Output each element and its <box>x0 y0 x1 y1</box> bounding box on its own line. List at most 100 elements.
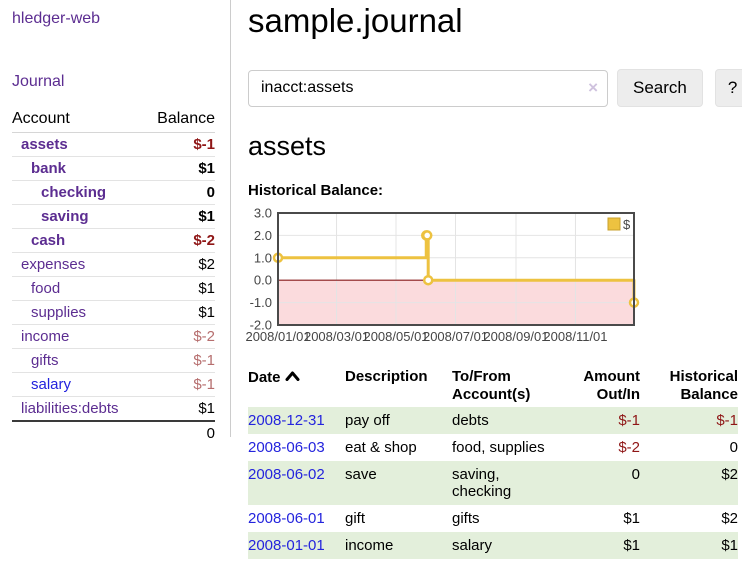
help-button[interactable]: ? <box>714 69 742 107</box>
search-input[interactable] <box>248 69 608 107</box>
register-header-row: Date Description To/From Account(s) Amou… <box>248 365 738 407</box>
register-accounts: food, supplies <box>452 439 545 456</box>
register-header-amount: Amount Out/In <box>583 368 640 403</box>
account-balance: $-2 <box>143 324 215 349</box>
register-description: save <box>345 466 377 483</box>
account-balance: $2 <box>143 252 215 277</box>
sidebar-item-journal[interactable]: Journal <box>12 73 65 90</box>
register-balance: 0 <box>729 439 738 456</box>
svg-text:2008/09/01: 2008/09/01 <box>483 329 548 344</box>
account-link[interactable]: food <box>31 280 61 297</box>
register-accounts: saving, checking <box>452 466 512 500</box>
account-link[interactable]: cash <box>31 232 66 249</box>
account-link[interactable]: income <box>21 328 70 345</box>
register-date-link[interactable]: 2008-12-31 <box>248 412 325 429</box>
page-title: sample.journal <box>248 2 463 39</box>
account-balance: $1 <box>143 204 215 229</box>
account-balance: $1 <box>143 396 215 422</box>
search-button[interactable]: Search <box>617 69 703 107</box>
main-content: sample.journal × Search ? assets Histori… <box>231 0 742 559</box>
sidebar-account-row: liabilities:debts $1 <box>12 396 215 422</box>
register-row: 2008-06-02 save saving, checking 0 $2 <box>248 461 738 505</box>
svg-text:2.0: 2.0 <box>254 228 272 243</box>
register-description: income <box>345 537 394 554</box>
register-balance: $2 <box>721 510 738 527</box>
sort-ascending-icon <box>285 368 300 386</box>
register-balance: $1 <box>721 537 738 554</box>
accounts-header-account: Account <box>12 106 144 133</box>
search-form: × Search ? <box>248 69 742 107</box>
account-balance: $1 <box>143 276 215 301</box>
account-link[interactable]: checking <box>41 184 107 201</box>
sidebar: hledger-web Journal Account Balance asse… <box>0 0 231 445</box>
register-row: 2008-01-01 income salary $1 $1 <box>248 532 738 559</box>
register-date-link[interactable]: 2008-06-02 <box>248 466 325 483</box>
account-link[interactable]: gifts <box>31 352 59 369</box>
historical-balance-chart: 3.0 2.0 1.0 0.0 -1.0 -2.0 2008/01/01 2008/03/01… <box>245 206 742 349</box>
svg-text:2008/07/01: 2008/07/01 <box>423 329 488 344</box>
chart-heading: Historical Balance: <box>248 182 384 199</box>
svg-text:2008/03/01: 2008/03/01 <box>304 329 369 344</box>
account-balance: $-1 <box>143 348 215 373</box>
register-accounts: gifts <box>452 510 480 527</box>
sidebar-account-row: expenses $2 <box>12 252 215 277</box>
register-description: pay off <box>345 412 390 429</box>
register-description: eat & shop <box>345 439 417 456</box>
svg-text:2008/11/01: 2008/11/01 <box>543 329 607 344</box>
sidebar-account-row: income $-2 <box>12 324 215 349</box>
register-header-description: Description <box>345 368 428 385</box>
account-link[interactable]: expenses <box>21 256 86 273</box>
register-row: 2008-06-01 gift gifts $1 $2 <box>248 505 738 532</box>
sidebar-account-row: cash $-2 <box>12 228 215 253</box>
accounts-header-row: Account Balance <box>12 106 215 133</box>
register-header-accounts: To/From Account(s) <box>452 368 531 403</box>
register-balance: $-1 <box>716 412 738 429</box>
register-balance: $2 <box>721 466 738 483</box>
register-amount: $-1 <box>618 412 640 429</box>
sidebar-nav: Journal <box>12 73 218 91</box>
register-accounts: debts <box>452 412 489 429</box>
app-layout: hledger-web Journal Account Balance asse… <box>0 0 742 559</box>
sidebar-account-row: gifts $-1 <box>12 348 215 373</box>
sort-by-date-control[interactable]: Date <box>248 369 300 386</box>
svg-text:3.0: 3.0 <box>254 206 272 221</box>
register-amount: $1 <box>623 510 640 527</box>
register-date-link[interactable]: 2008-01-01 <box>248 537 325 554</box>
register-description: gift <box>345 510 366 527</box>
account-link[interactable]: saving <box>41 208 89 225</box>
account-link[interactable]: liabilities:debts <box>21 400 119 417</box>
accounts-total-row: 0 <box>12 420 215 445</box>
account-link[interactable]: salary <box>31 376 72 393</box>
accounts-header-balance: Balance <box>143 106 215 133</box>
brand-link[interactable]: hledger-web <box>12 10 101 27</box>
register-table: Date Description To/From Account(s) Amou… <box>248 365 738 559</box>
account-link[interactable]: supplies <box>31 304 87 321</box>
register-amount: $-2 <box>618 439 640 456</box>
legend-swatch <box>607 217 621 231</box>
account-link[interactable]: assets <box>21 136 68 153</box>
sidebar-account-row: salary $-1 <box>12 372 215 397</box>
register-amount: 0 <box>631 466 640 483</box>
svg-text:1.0: 1.0 <box>254 250 272 265</box>
svg-text:0.0: 0.0 <box>254 273 272 288</box>
sidebar-account-row: supplies $1 <box>12 300 215 325</box>
register-row: 2008-12-31 pay off debts $-1 $-1 <box>248 407 738 434</box>
sidebar-account-row: checking 0 <box>12 180 215 205</box>
sidebar-account-row: food $1 <box>12 276 215 301</box>
sidebar-account-row: bank $1 <box>12 156 215 181</box>
svg-text:2008/01/01: 2008/01/01 <box>245 329 310 344</box>
accounts-table: Account Balance assets $-1 bank $1 <box>12 106 215 445</box>
svg-text:-1.0: -1.0 <box>250 295 272 310</box>
clear-search-icon[interactable]: × <box>588 77 598 97</box>
register-date-link[interactable]: 2008-06-03 <box>248 439 325 456</box>
svg-text:2008/05/01: 2008/05/01 <box>363 329 428 344</box>
account-page-title: assets <box>248 131 327 161</box>
register-amount: $1 <box>623 537 640 554</box>
account-link[interactable]: bank <box>31 160 67 177</box>
register-date-link[interactable]: 2008-06-01 <box>248 510 325 527</box>
account-balance: 0 <box>143 180 215 205</box>
account-balance: $-2 <box>143 228 215 253</box>
account-balance: $-1 <box>143 372 215 397</box>
account-balance: $1 <box>143 300 215 325</box>
account-balance: $1 <box>143 156 215 181</box>
